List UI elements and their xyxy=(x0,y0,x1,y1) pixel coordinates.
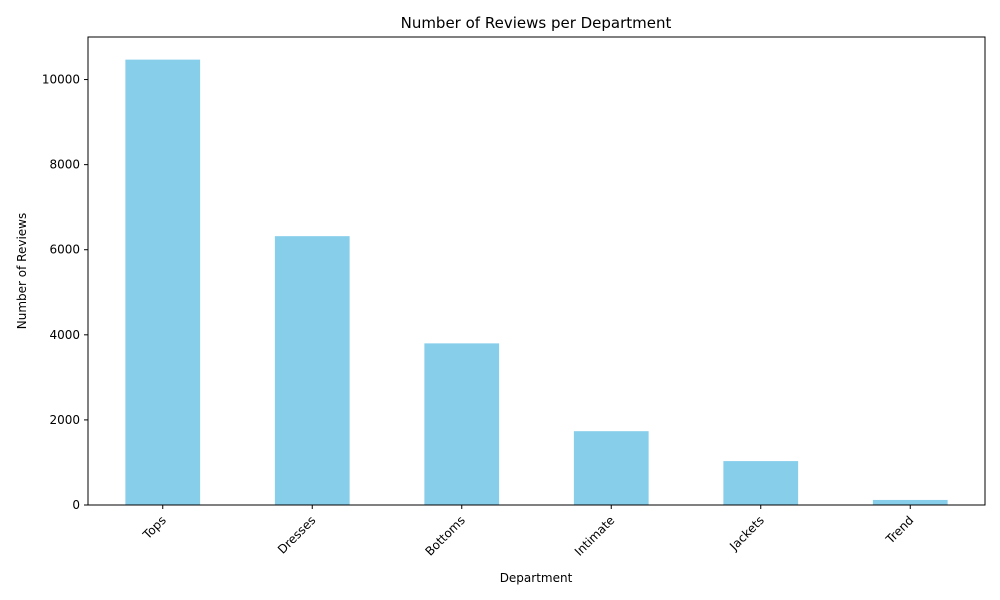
bars-group xyxy=(125,59,948,505)
bar-intimate xyxy=(573,431,649,505)
x-tick-label: Tops xyxy=(140,513,169,542)
y-axis-label: Number of Reviews xyxy=(15,213,29,329)
bar-bottoms xyxy=(424,343,500,505)
x-tick-label: Dresses xyxy=(275,513,318,556)
x-axis: Tops Dresses Bottoms Intimate Jackets Trend xyxy=(140,505,917,559)
bar-tops xyxy=(125,59,201,505)
plot-frame xyxy=(87,36,986,506)
x-tick-label: Bottoms xyxy=(422,513,467,558)
chart-title: Number of Reviews per Department xyxy=(401,14,672,32)
x-tick-label: Intimate xyxy=(572,513,617,558)
y-tick-label: 0 xyxy=(72,498,80,512)
x-tick-label: Jackets xyxy=(726,513,767,554)
y-axis: 0 2000 4000 6000 8000 10000 xyxy=(42,73,88,512)
bar-trend xyxy=(872,499,948,505)
x-axis-label: Department xyxy=(500,571,573,585)
y-tick-label: 8000 xyxy=(49,158,80,172)
bar-dresses xyxy=(274,236,350,505)
y-tick-label: 10000 xyxy=(42,73,80,87)
y-tick-label: 2000 xyxy=(49,413,80,427)
bar-jackets xyxy=(723,461,799,505)
x-tick-label: Trend xyxy=(883,513,917,547)
y-tick-label: 4000 xyxy=(49,328,80,342)
y-tick-label: 6000 xyxy=(49,243,80,257)
